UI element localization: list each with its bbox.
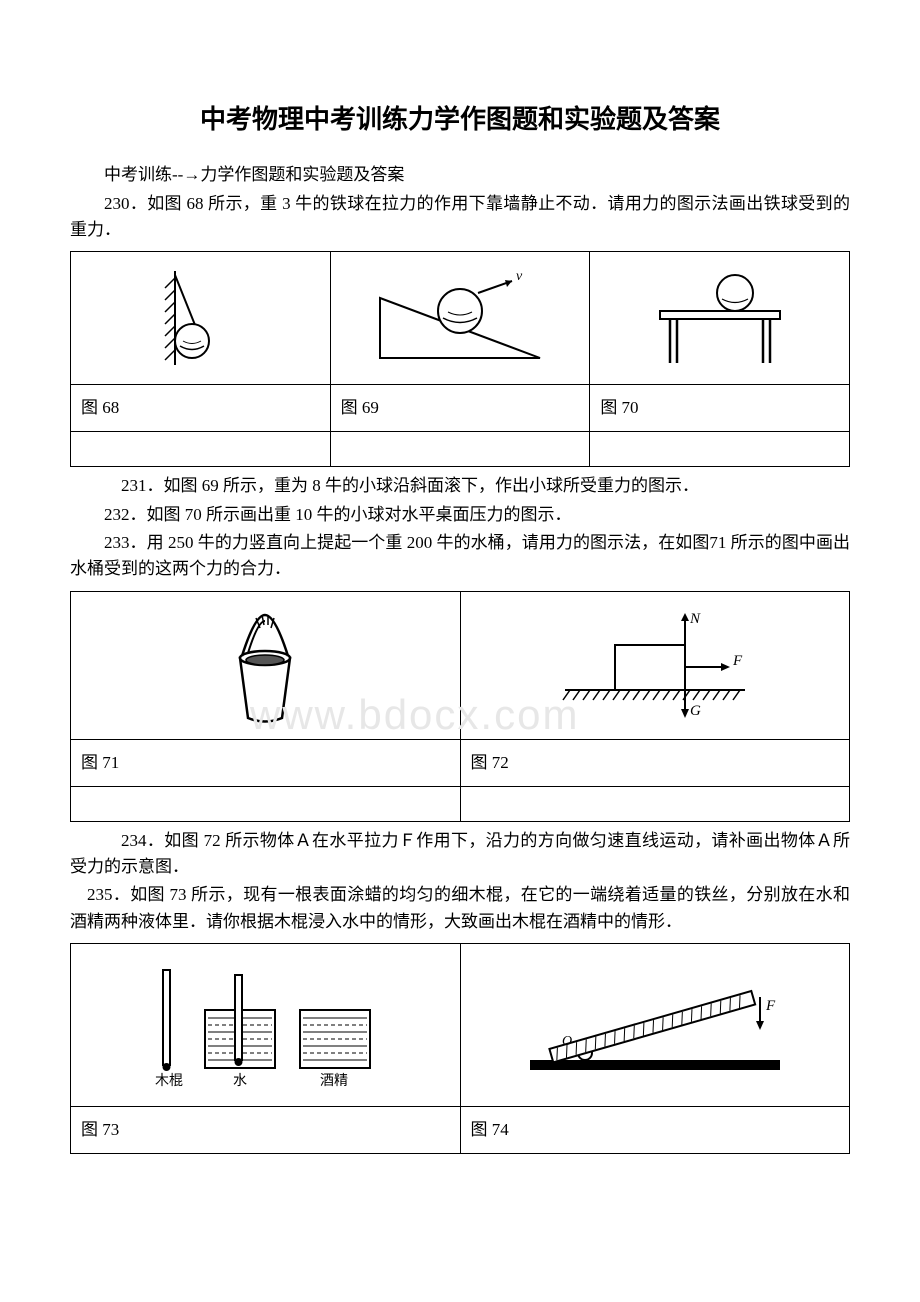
diagram-69: v bbox=[360, 263, 560, 373]
diagram-68 bbox=[140, 263, 260, 373]
question-233: 233．用 250 牛的力竖直向上提起一个重 200 牛的水桶，请用力的图示法，… bbox=[70, 530, 850, 583]
page: 中考物理中考训练力学作图题和实验题及答案 中考训练--→力学作图题和实验题及答案… bbox=[70, 100, 850, 1154]
label-alcohol: 酒精 bbox=[320, 1073, 348, 1089]
question-235: 235．如图 73 所示，现有一根表面涂蜡的均匀的细木棍，在它的一端绕着适量的铁… bbox=[70, 882, 850, 935]
fig73-label: 图 73 bbox=[71, 1107, 461, 1154]
figure-table-1: v 图 68 图 69 图 bbox=[70, 251, 850, 467]
label-water: 水 bbox=[233, 1073, 247, 1089]
fig74-label: 图 74 bbox=[460, 1107, 850, 1154]
subtitle: 中考训练--→力学作图题和实验题及答案 bbox=[70, 162, 850, 188]
diagram-72: N F G bbox=[535, 605, 775, 725]
fig69-image: v bbox=[330, 252, 590, 385]
label-N: N bbox=[689, 611, 701, 627]
page-title: 中考物理中考训练力学作图题和实验题及答案 bbox=[70, 100, 850, 140]
figure-table-3: 木棍 水 酒精 bbox=[70, 943, 850, 1154]
blank-cell bbox=[460, 786, 850, 821]
fig68-image bbox=[71, 252, 331, 385]
label-G: G bbox=[690, 703, 701, 719]
fig68-label: 图 68 bbox=[71, 385, 331, 432]
question-234: 234．如图 72 所示物体Ａ在水平拉力Ｆ作用下，沿力的方向做匀速直线运动，请补… bbox=[70, 828, 850, 881]
fig71-image bbox=[71, 591, 461, 739]
diagram-71 bbox=[200, 603, 330, 728]
fig71-label: 图 71 bbox=[71, 739, 461, 786]
velocity-label: v bbox=[516, 269, 523, 284]
question-230: 230．如图 68 所示，重 3 牛的铁球在拉力的作用下靠墙静止不动．请用力的图… bbox=[70, 191, 850, 244]
fig72-image: N F G bbox=[460, 591, 850, 739]
fig69-label: 图 69 bbox=[330, 385, 590, 432]
fig70-label: 图 70 bbox=[590, 385, 850, 432]
question-232: 232．如图 70 所示画出重 10 牛的小球对水平桌面压力的图示． bbox=[70, 502, 850, 528]
blank-cell bbox=[330, 432, 590, 467]
fig73-image: 木棍 水 酒精 bbox=[71, 944, 461, 1107]
question-231: 231．如图 69 所示，重为 8 牛的小球沿斜面滚下，作出小球所受重力的图示． bbox=[70, 473, 850, 499]
fig72-label: 图 72 bbox=[460, 739, 850, 786]
label-F74: F bbox=[765, 998, 776, 1014]
blank-cell bbox=[590, 432, 850, 467]
figure-table-2: N F G 图 71 图 72 bbox=[70, 591, 850, 822]
diagram-73: 木棍 水 酒精 bbox=[135, 955, 395, 1095]
label-stick: 木棍 bbox=[155, 1073, 183, 1089]
fig70-image bbox=[590, 252, 850, 385]
label-F: F bbox=[732, 653, 743, 669]
blank-cell bbox=[71, 786, 461, 821]
fig74-image: O F bbox=[460, 944, 850, 1107]
diagram-74: O F bbox=[510, 955, 800, 1095]
blank-cell bbox=[71, 432, 331, 467]
diagram-70 bbox=[635, 263, 805, 373]
label-O: O bbox=[562, 1034, 572, 1049]
